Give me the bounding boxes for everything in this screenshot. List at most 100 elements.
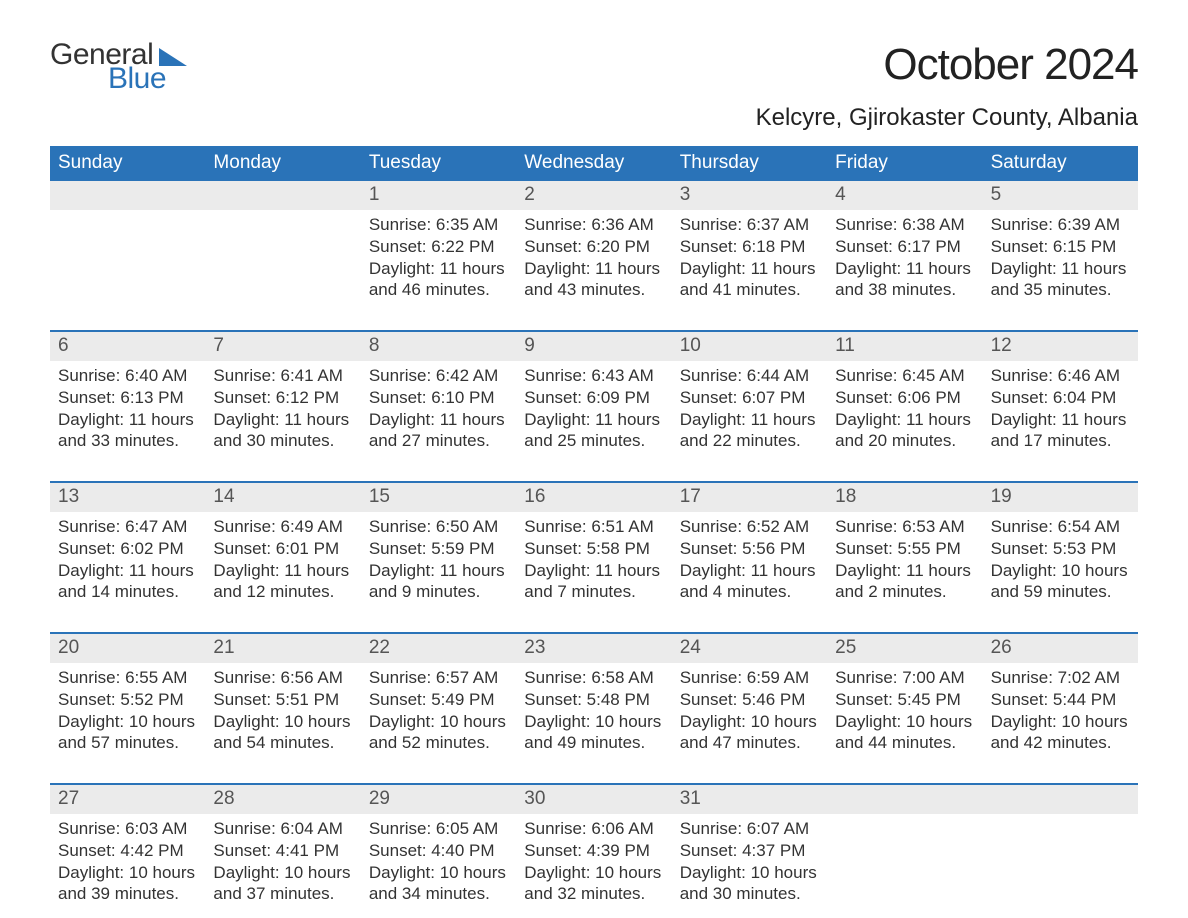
- day-number: 11: [827, 332, 982, 361]
- day-cell: Sunrise: 6:42 AMSunset: 6:10 PMDaylight:…: [361, 361, 516, 457]
- daylight1-text: Daylight: 10 hours: [835, 711, 974, 733]
- day-cell: Sunrise: 6:36 AMSunset: 6:20 PMDaylight:…: [516, 210, 671, 306]
- day-cell: [50, 210, 205, 306]
- daylight2-text: and 57 minutes.: [58, 732, 197, 754]
- daylight2-text: and 32 minutes.: [524, 883, 663, 905]
- sunset-text: Sunset: 5:49 PM: [369, 689, 508, 711]
- daylight1-text: Daylight: 11 hours: [680, 409, 819, 431]
- day-number: 9: [516, 332, 671, 361]
- sunrise-text: Sunrise: 6:47 AM: [58, 516, 197, 538]
- sunrise-text: Sunrise: 6:41 AM: [213, 365, 352, 387]
- sunset-text: Sunset: 6:17 PM: [835, 236, 974, 258]
- sunset-text: Sunset: 5:44 PM: [991, 689, 1130, 711]
- day-cell: Sunrise: 6:41 AMSunset: 6:12 PMDaylight:…: [205, 361, 360, 457]
- weekday-header-row: Sunday Monday Tuesday Wednesday Thursday…: [50, 146, 1138, 181]
- sunrise-text: Sunrise: 6:36 AM: [524, 214, 663, 236]
- day-number: 14: [205, 483, 360, 512]
- daynum-row: 13141516171819: [50, 483, 1138, 512]
- day-cell: [205, 210, 360, 306]
- day-number: 23: [516, 634, 671, 663]
- day-number: 22: [361, 634, 516, 663]
- daylight2-text: and 20 minutes.: [835, 430, 974, 452]
- sunrise-text: Sunrise: 6:54 AM: [991, 516, 1130, 538]
- day-cell: Sunrise: 6:51 AMSunset: 5:58 PMDaylight:…: [516, 512, 671, 608]
- day-number: [983, 785, 1138, 814]
- day-number: 4: [827, 181, 982, 210]
- day-cell: Sunrise: 6:47 AMSunset: 6:02 PMDaylight:…: [50, 512, 205, 608]
- calendar-week: 2728293031Sunrise: 6:03 AMSunset: 4:42 P…: [50, 783, 1138, 910]
- sunrise-text: Sunrise: 6:04 AM: [213, 818, 352, 840]
- sunset-text: Sunset: 6:15 PM: [991, 236, 1130, 258]
- location-subtitle: Kelcyre, Gjirokaster County, Albania: [756, 104, 1138, 132]
- daylight2-text: and 17 minutes.: [991, 430, 1130, 452]
- day-number: 2: [516, 181, 671, 210]
- day-cell: Sunrise: 6:43 AMSunset: 6:09 PMDaylight:…: [516, 361, 671, 457]
- daylight1-text: Daylight: 11 hours: [369, 258, 508, 280]
- day-cell: Sunrise: 6:40 AMSunset: 6:13 PMDaylight:…: [50, 361, 205, 457]
- daylight1-text: Daylight: 11 hours: [835, 409, 974, 431]
- daylight1-text: Daylight: 10 hours: [680, 862, 819, 884]
- day-cell: Sunrise: 6:03 AMSunset: 4:42 PMDaylight:…: [50, 814, 205, 910]
- sunrise-text: Sunrise: 6:46 AM: [991, 365, 1130, 387]
- sunrise-text: Sunrise: 6:58 AM: [524, 667, 663, 689]
- day-number: [205, 181, 360, 210]
- daylight2-text: and 39 minutes.: [58, 883, 197, 905]
- sunset-text: Sunset: 5:56 PM: [680, 538, 819, 560]
- day-number: 31: [672, 785, 827, 814]
- day-cell: Sunrise: 6:55 AMSunset: 5:52 PMDaylight:…: [50, 663, 205, 759]
- daylight1-text: Daylight: 10 hours: [991, 711, 1130, 733]
- sunrise-text: Sunrise: 7:02 AM: [991, 667, 1130, 689]
- weekday-header: Sunday: [50, 146, 205, 181]
- day-number: [50, 181, 205, 210]
- day-cell: Sunrise: 6:07 AMSunset: 4:37 PMDaylight:…: [672, 814, 827, 910]
- day-number: 17: [672, 483, 827, 512]
- sunrise-text: Sunrise: 6:55 AM: [58, 667, 197, 689]
- daylight1-text: Daylight: 10 hours: [991, 560, 1130, 582]
- weekday-header: Tuesday: [361, 146, 516, 181]
- daylight2-text: and 54 minutes.: [213, 732, 352, 754]
- calendar-week: 12345Sunrise: 6:35 AMSunset: 6:22 PMDayl…: [50, 181, 1138, 306]
- sunset-text: Sunset: 6:10 PM: [369, 387, 508, 409]
- sunset-text: Sunset: 6:06 PM: [835, 387, 974, 409]
- logo-text-blue: Blue: [108, 64, 166, 94]
- daylight1-text: Daylight: 10 hours: [213, 862, 352, 884]
- day-number: 24: [672, 634, 827, 663]
- day-number: 6: [50, 332, 205, 361]
- daylight2-text: and 59 minutes.: [991, 581, 1130, 603]
- sunrise-text: Sunrise: 6:35 AM: [369, 214, 508, 236]
- daylight2-text: and 30 minutes.: [213, 430, 352, 452]
- day-number: 18: [827, 483, 982, 512]
- day-number: 10: [672, 332, 827, 361]
- day-cell: Sunrise: 7:00 AMSunset: 5:45 PMDaylight:…: [827, 663, 982, 759]
- weekday-header: Saturday: [983, 146, 1138, 181]
- daylight2-text: and 49 minutes.: [524, 732, 663, 754]
- day-cell: Sunrise: 6:04 AMSunset: 4:41 PMDaylight:…: [205, 814, 360, 910]
- day-number: 19: [983, 483, 1138, 512]
- calendar-week: 20212223242526Sunrise: 6:55 AMSunset: 5:…: [50, 632, 1138, 759]
- daylight1-text: Daylight: 10 hours: [524, 862, 663, 884]
- daylight2-text: and 12 minutes.: [213, 581, 352, 603]
- sunset-text: Sunset: 5:59 PM: [369, 538, 508, 560]
- sunset-text: Sunset: 6:02 PM: [58, 538, 197, 560]
- sunrise-text: Sunrise: 6:37 AM: [680, 214, 819, 236]
- sunrise-text: Sunrise: 6:40 AM: [58, 365, 197, 387]
- daylight2-text: and 14 minutes.: [58, 581, 197, 603]
- sunset-text: Sunset: 6:18 PM: [680, 236, 819, 258]
- day-cell: Sunrise: 6:57 AMSunset: 5:49 PMDaylight:…: [361, 663, 516, 759]
- sunset-text: Sunset: 5:55 PM: [835, 538, 974, 560]
- day-number: [827, 785, 982, 814]
- daylight1-text: Daylight: 11 hours: [58, 560, 197, 582]
- daylight2-text: and 33 minutes.: [58, 430, 197, 452]
- day-number: 8: [361, 332, 516, 361]
- sunset-text: Sunset: 5:58 PM: [524, 538, 663, 560]
- daylight1-text: Daylight: 10 hours: [213, 711, 352, 733]
- daylight2-text: and 2 minutes.: [835, 581, 974, 603]
- day-cell: Sunrise: 7:02 AMSunset: 5:44 PMDaylight:…: [983, 663, 1138, 759]
- daylight2-text: and 52 minutes.: [369, 732, 508, 754]
- day-cell: Sunrise: 6:52 AMSunset: 5:56 PMDaylight:…: [672, 512, 827, 608]
- daynum-row: 2728293031: [50, 785, 1138, 814]
- day-number: 3: [672, 181, 827, 210]
- daylight1-text: Daylight: 11 hours: [524, 409, 663, 431]
- day-cell: Sunrise: 6:37 AMSunset: 6:18 PMDaylight:…: [672, 210, 827, 306]
- sunset-text: Sunset: 4:39 PM: [524, 840, 663, 862]
